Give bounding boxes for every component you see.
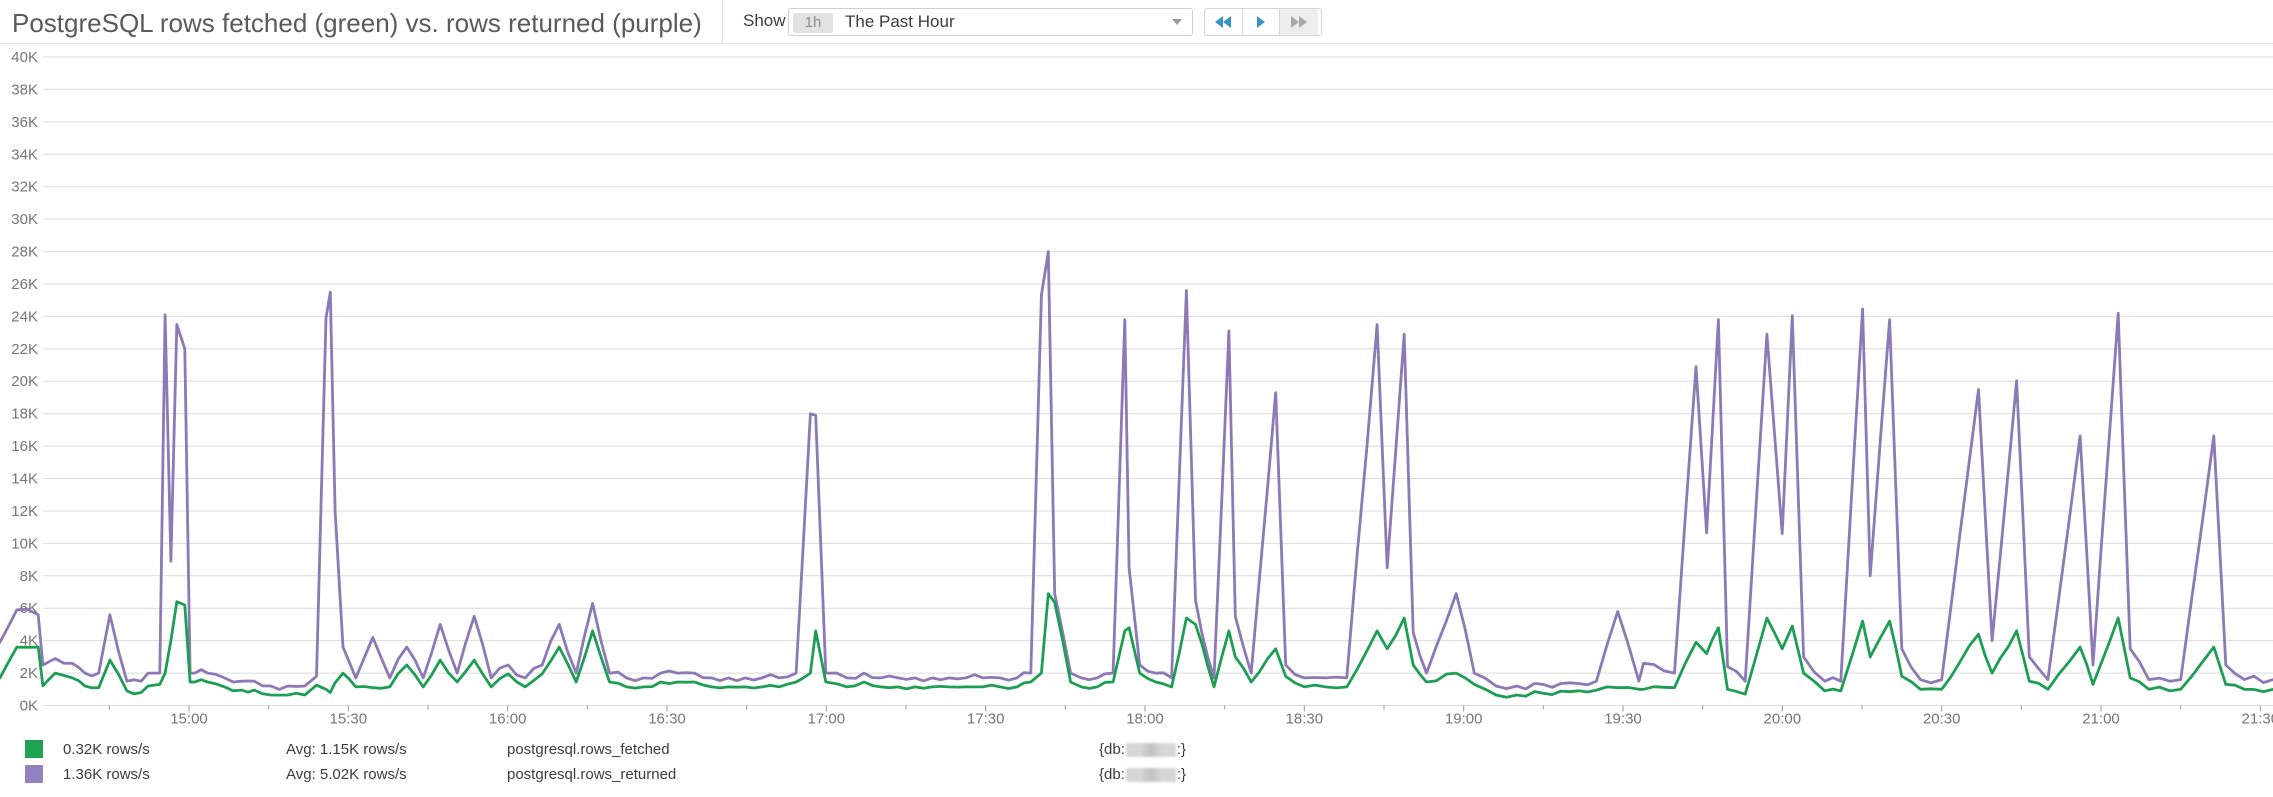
svg-text:19:30: 19:30 <box>1604 711 1642 728</box>
svg-text:38K: 38K <box>11 81 38 98</box>
svg-text:22K: 22K <box>11 341 38 358</box>
svg-text:18:30: 18:30 <box>1286 711 1324 728</box>
svg-text:12K: 12K <box>11 503 38 520</box>
svg-text:20K: 20K <box>11 373 38 390</box>
svg-text:24K: 24K <box>11 308 38 325</box>
svg-text:15:00: 15:00 <box>170 711 208 728</box>
svg-text:36K: 36K <box>11 114 38 131</box>
svg-text:16K: 16K <box>11 438 38 455</box>
svg-text:30K: 30K <box>11 211 38 228</box>
svg-text:32K: 32K <box>11 179 38 196</box>
svg-text:19:00: 19:00 <box>1445 711 1483 728</box>
svg-text:17:00: 17:00 <box>808 711 846 728</box>
svg-text:26K: 26K <box>11 276 38 293</box>
svg-text:2K: 2K <box>20 665 38 682</box>
svg-text:21:30: 21:30 <box>2242 711 2273 728</box>
svg-text:8K: 8K <box>20 568 38 585</box>
svg-text:15:30: 15:30 <box>330 711 368 728</box>
svg-text:0K: 0K <box>20 698 38 715</box>
svg-text:14K: 14K <box>11 471 38 488</box>
svg-text:21:00: 21:00 <box>2082 711 2120 728</box>
svg-text:28K: 28K <box>11 244 38 261</box>
svg-text:17:30: 17:30 <box>967 711 1005 728</box>
svg-text:40K: 40K <box>11 49 38 66</box>
svg-text:34K: 34K <box>11 146 38 163</box>
svg-text:20:30: 20:30 <box>1923 711 1961 728</box>
svg-text:18K: 18K <box>11 406 38 423</box>
svg-text:18:00: 18:00 <box>1126 711 1164 728</box>
svg-text:16:30: 16:30 <box>648 711 686 728</box>
svg-text:10K: 10K <box>11 535 38 552</box>
svg-text:16:00: 16:00 <box>489 711 527 728</box>
svg-text:20:00: 20:00 <box>1764 711 1802 728</box>
